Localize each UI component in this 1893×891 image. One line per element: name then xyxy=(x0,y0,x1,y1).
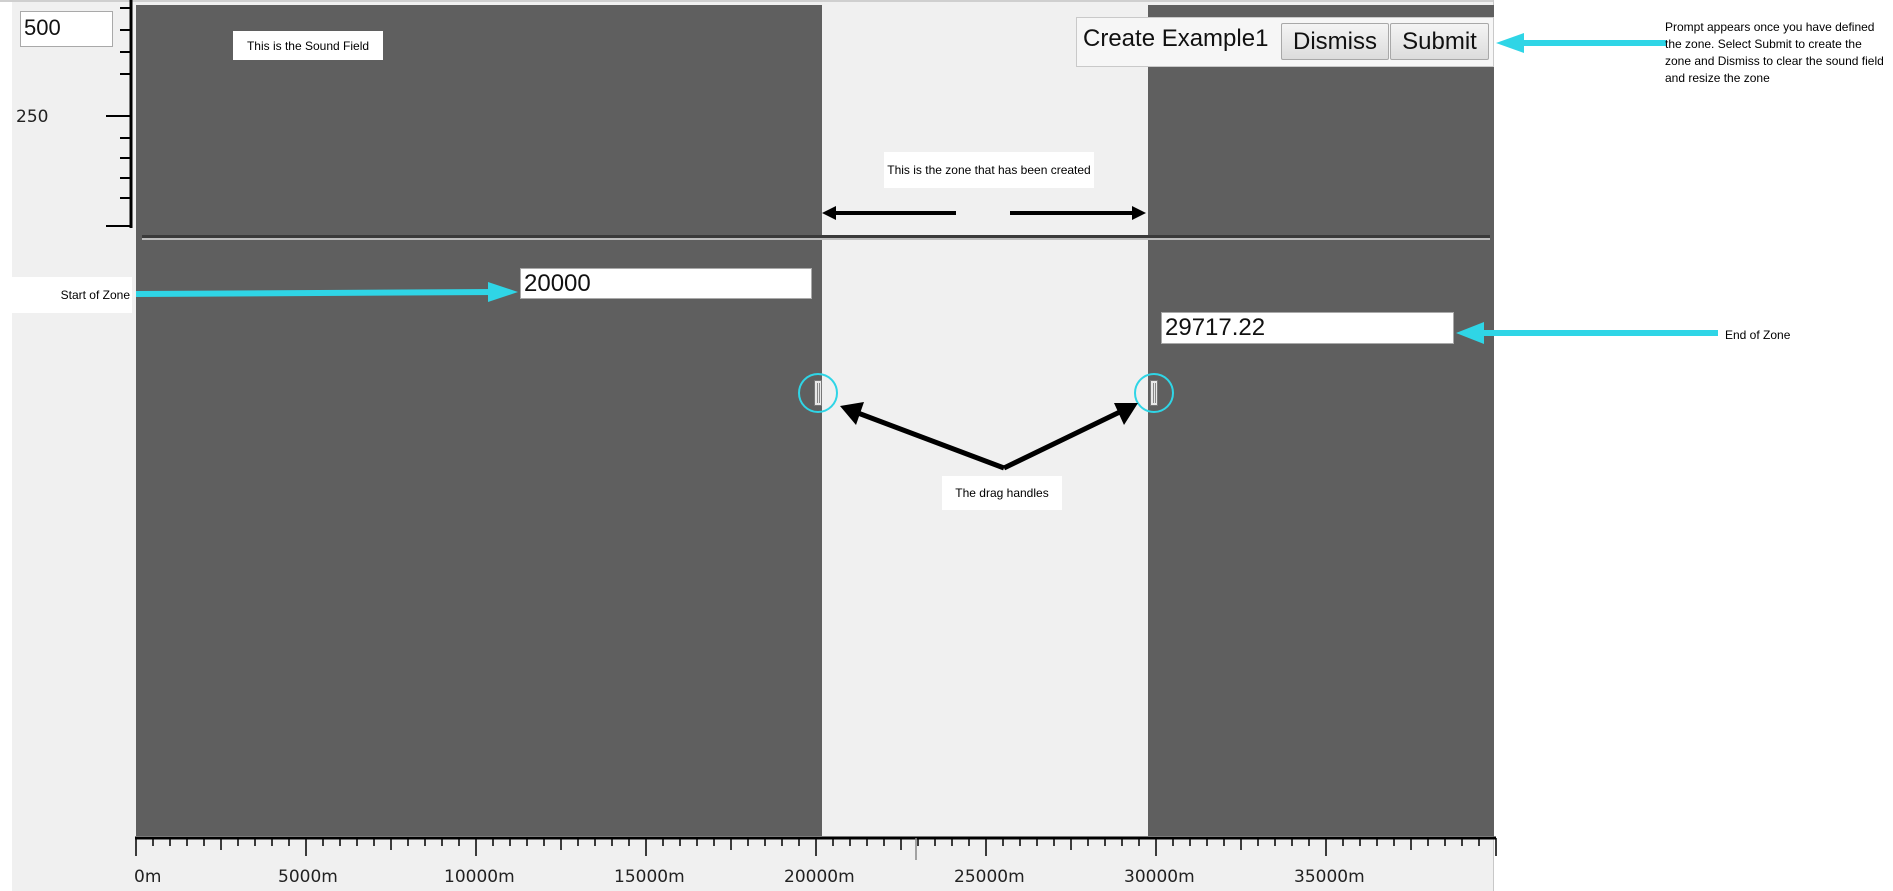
top-border xyxy=(0,0,1494,2)
horizontal-guide-line xyxy=(142,235,1490,238)
prompt-note: Prompt appears once you have defined the… xyxy=(1665,20,1884,85)
start-of-zone-arrow xyxy=(136,282,518,302)
drag-handles-label: The drag handles xyxy=(942,476,1062,510)
horizontal-axis-ticks xyxy=(135,838,1497,856)
drag-handles-pointer-arrows xyxy=(840,402,1138,471)
end-of-zone-arrow xyxy=(1456,322,1718,344)
x-tick-label-5000m: 5000m xyxy=(278,867,338,887)
submit-button[interactable]: Submit xyxy=(1390,23,1489,60)
x-tick-label-35000m: 35000m xyxy=(1294,867,1365,887)
dismiss-button[interactable]: Dismiss xyxy=(1281,23,1389,60)
zone-start-input[interactable]: 20000 xyxy=(520,268,812,299)
vertical-ruler-ticks xyxy=(106,7,131,227)
vertical-ruler xyxy=(106,0,133,228)
x-tick-label-10000m: 10000m xyxy=(444,867,515,887)
sound-field-left[interactable] xyxy=(136,5,822,836)
start-of-zone-label: Start of Zone xyxy=(12,277,132,313)
x-tick-label-30000m: 30000m xyxy=(1124,867,1195,887)
zone-label: This is the zone that has been created xyxy=(884,152,1094,188)
x-tick-label-15000m: 15000m xyxy=(614,867,685,887)
vertical-max-input[interactable]: 500 xyxy=(20,11,113,47)
horizontal-guide-line-light xyxy=(142,238,1490,240)
zone-end-handle-highlight xyxy=(1134,373,1174,413)
zone-end-input[interactable]: 29717.22 xyxy=(1161,312,1454,344)
prompt-annotation-arrow xyxy=(1496,33,1666,53)
zone-width-arrows xyxy=(822,206,1146,220)
zone-start-handle-highlight xyxy=(798,373,838,413)
x-tick-label-0m: 0m xyxy=(134,867,162,887)
zone-name-text: Create Example1 xyxy=(1083,25,1269,52)
horizontal-axis xyxy=(135,836,1497,860)
sound-field-label: This is the Sound Field xyxy=(233,31,383,60)
x-tick-label-25000m: 25000m xyxy=(954,867,1025,887)
vertical-tick-label-250: 250 xyxy=(16,107,49,127)
x-tick-label-20000m: 20000m xyxy=(784,867,855,887)
end-of-zone-label: End of Zone xyxy=(1725,328,1791,342)
sound-field-right[interactable] xyxy=(1148,5,1494,836)
